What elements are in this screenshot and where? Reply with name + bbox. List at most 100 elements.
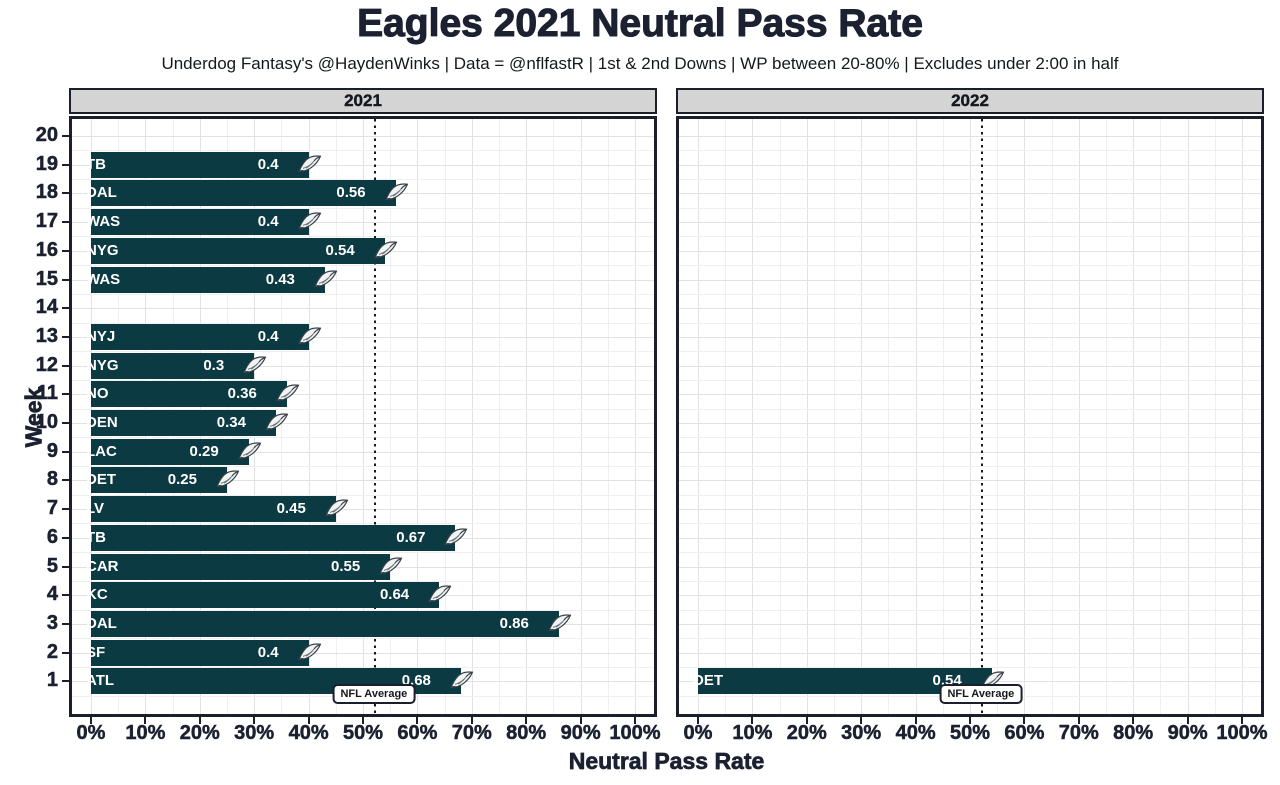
gridline-horizontal xyxy=(679,136,1261,137)
gridline-vertical xyxy=(752,119,754,714)
x-tick-label: 10% xyxy=(732,722,773,745)
gridline-horizontal-minor xyxy=(72,666,654,668)
eagles-logo xyxy=(450,669,474,698)
y-tick-label: 13 xyxy=(35,324,59,348)
gridline-horizontal xyxy=(679,250,1261,252)
gridline-horizontal xyxy=(679,336,1261,338)
opponent-label: LAC xyxy=(86,442,117,460)
value-label: 0.55 xyxy=(330,557,361,575)
gridline-vertical xyxy=(1242,119,1243,714)
gridline-horizontal xyxy=(679,451,1261,453)
nfl-average-badge: NFL Average xyxy=(332,684,416,704)
x-tick-mark xyxy=(579,717,582,724)
x-tick-mark xyxy=(253,717,256,724)
x-tick-label: 50% xyxy=(342,722,384,745)
gridline-horizontal xyxy=(679,480,1261,482)
x-tick-label: 60% xyxy=(397,722,438,745)
x-tick-label: 30% xyxy=(234,722,275,745)
gridline-horizontal xyxy=(679,222,1261,224)
opponent-label: NYG xyxy=(86,241,119,259)
gridline-vertical xyxy=(888,119,890,714)
bar-week-4: KC 0.64 xyxy=(86,582,440,609)
gridline-horizontal-minor xyxy=(679,322,1261,324)
value-label: 0.43 xyxy=(265,270,295,288)
y-tick-mark xyxy=(62,335,69,338)
y-tick-label: 17 xyxy=(35,210,59,233)
facet-strip-2022-label: 2022 xyxy=(951,91,989,110)
y-tick-mark xyxy=(62,422,69,424)
x-tick-label: 70% xyxy=(451,722,493,745)
y-tick-label: 1 xyxy=(46,669,59,692)
bar-week-9: LAC 0.29 xyxy=(86,438,249,465)
gridline-vertical xyxy=(834,119,835,714)
y-tick-label: 14 xyxy=(35,296,59,319)
gridline-horizontal-minor xyxy=(72,150,654,152)
value-label: 0.29 xyxy=(189,442,219,460)
x-tick-label: 80% xyxy=(506,722,547,745)
y-tick-mark xyxy=(62,536,69,539)
gridline-vertical xyxy=(1106,119,1107,714)
bar-week-8: DET 0.25 xyxy=(86,467,227,494)
bar-week-13: NYJ 0.4 xyxy=(86,323,309,350)
bar-week-18: DAL 0.56 xyxy=(86,180,396,207)
value-label: 0.34 xyxy=(216,414,246,431)
gridline-horizontal-minor xyxy=(679,523,1261,525)
value-label: 0.54 xyxy=(325,241,355,259)
nfl-average-line xyxy=(373,119,376,714)
gridline-horizontal xyxy=(679,509,1261,511)
eagles-logo xyxy=(384,181,409,210)
eagles-logo xyxy=(428,583,452,612)
y-tick-label: 19 xyxy=(35,152,59,175)
gridline-vertical xyxy=(1051,119,1053,714)
gridline-vertical xyxy=(635,119,636,714)
eagles-logo xyxy=(548,612,572,641)
gridline-horizontal-minor xyxy=(679,552,1261,554)
y-tick-mark xyxy=(62,221,69,224)
gridline-vertical xyxy=(308,119,310,714)
eagles-logo xyxy=(444,526,468,555)
value-label: 0.4 xyxy=(257,213,279,231)
gridline-horizontal-minor xyxy=(72,638,654,640)
gridline-vertical xyxy=(607,119,609,714)
eagles-logo xyxy=(243,354,267,383)
gridline-horizontal xyxy=(72,394,654,396)
opponent-label: CAR xyxy=(86,557,119,575)
gridline-horizontal xyxy=(679,537,1261,539)
gridline-horizontal-minor xyxy=(679,408,1261,410)
x-tick-label: 20% xyxy=(179,722,221,745)
eagles-logo-icon xyxy=(444,528,468,545)
x-tick-mark xyxy=(198,717,201,724)
x-tick-label: 90% xyxy=(1167,722,1208,745)
x-tick-mark xyxy=(1132,717,1135,724)
y-tick-label: 5 xyxy=(46,554,59,577)
eagles-logo-icon xyxy=(384,183,408,201)
gridline-vertical xyxy=(1187,119,1189,714)
gridline-horizontal xyxy=(72,423,654,424)
gridline-horizontal-minor xyxy=(679,236,1261,238)
y-tick-mark xyxy=(62,594,69,597)
eagles-logo-icon xyxy=(324,499,349,517)
y-tick-label: 6 xyxy=(46,525,59,549)
x-tick-label: 40% xyxy=(895,722,936,745)
y-tick-mark xyxy=(62,680,69,683)
x-tick-label: 80% xyxy=(1113,722,1154,745)
eagles-logo-icon xyxy=(237,442,262,459)
gridline-vertical xyxy=(1160,119,1162,714)
value-label: 0.45 xyxy=(276,500,306,518)
y-tick-mark xyxy=(62,135,69,137)
eagles-logo xyxy=(216,468,240,497)
eagles-logo-icon xyxy=(276,384,300,402)
gridline-horizontal-minor xyxy=(679,150,1261,152)
gridline-horizontal-minor xyxy=(72,293,654,295)
gridline-horizontal-minor xyxy=(679,609,1261,611)
gridline-vertical xyxy=(997,119,999,714)
value-label: 0.4 xyxy=(257,643,279,661)
gridline-horizontal-minor xyxy=(72,179,654,181)
x-tick-mark xyxy=(1023,717,1026,724)
opponent-label: LV xyxy=(86,500,105,518)
y-tick-mark xyxy=(62,393,69,396)
x-tick-label: 100% xyxy=(1216,722,1268,745)
eagles-logo-icon xyxy=(297,327,321,345)
gridline-vertical xyxy=(553,119,555,714)
gridline-horizontal xyxy=(72,509,654,511)
